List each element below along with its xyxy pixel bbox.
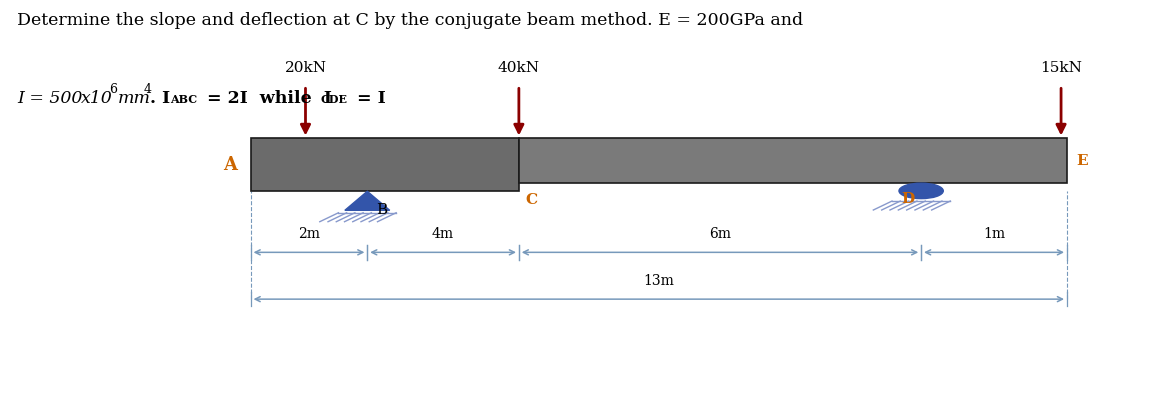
Text: 6m: 6m bbox=[709, 227, 731, 241]
Text: B: B bbox=[377, 204, 388, 217]
Circle shape bbox=[899, 183, 943, 199]
Text: CDE: CDE bbox=[321, 94, 347, 105]
Text: A: A bbox=[223, 156, 237, 174]
Text: 20kN: 20kN bbox=[285, 61, 326, 75]
Text: mm: mm bbox=[118, 90, 150, 107]
Text: Determine the slope and deflection at C by the conjugate beam method. E = 200GPa: Determine the slope and deflection at C … bbox=[17, 12, 803, 29]
Text: C: C bbox=[526, 193, 538, 207]
Text: x10: x10 bbox=[80, 90, 112, 107]
Bar bbox=[251, 138, 519, 191]
Text: 40kN: 40kN bbox=[498, 61, 540, 75]
Text: . I: . I bbox=[150, 90, 170, 107]
Polygon shape bbox=[345, 191, 389, 210]
Text: 4m: 4m bbox=[433, 227, 454, 241]
Text: E: E bbox=[1076, 154, 1088, 168]
Text: 4: 4 bbox=[143, 83, 152, 96]
Text: 15kN: 15kN bbox=[1040, 61, 1082, 75]
Text: 2m: 2m bbox=[298, 227, 319, 241]
Text: D: D bbox=[901, 192, 914, 206]
Text: 1m: 1m bbox=[983, 227, 1005, 241]
Text: 6: 6 bbox=[110, 83, 118, 96]
Text: = I: = I bbox=[351, 90, 386, 107]
Text: I = 500: I = 500 bbox=[17, 90, 83, 107]
Text: ABC: ABC bbox=[170, 94, 197, 105]
Bar bbox=[519, 138, 1067, 183]
Text: = 2I  while  I: = 2I while I bbox=[201, 90, 331, 107]
Text: 13m: 13m bbox=[644, 274, 674, 288]
